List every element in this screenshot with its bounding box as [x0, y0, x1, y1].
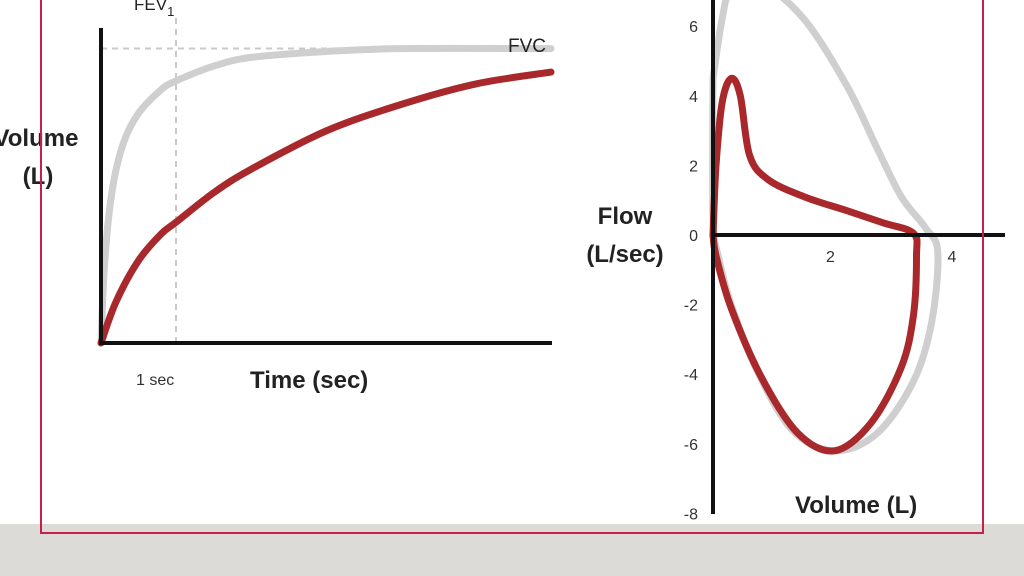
x-tick-label: 4 — [948, 249, 957, 266]
y-tick-label: -6 — [684, 437, 698, 454]
left-series-group — [97, 44, 555, 347]
content-frame-border — [40, 0, 984, 534]
volume-time-chart: FEV1 FVC 1 sec Time (sec) Volume (L) — [0, 0, 555, 394]
right-y-tick-labels: 6 4 2 0 -2 -4 -6 -8 — [684, 19, 698, 523]
y-tick-label: 6 — [689, 19, 698, 36]
y-tick-label: 0 — [689, 228, 698, 245]
y-tick-label: 2 — [689, 158, 698, 175]
right-y-axis-title-line2: (L/sec) — [586, 241, 663, 268]
normal-volume-curve — [97, 44, 555, 347]
right-margin — [1014, 0, 1024, 524]
y-tick-label: -4 — [684, 367, 698, 384]
y-tick-label: 4 — [689, 89, 698, 106]
fvc-label: FVC — [508, 36, 546, 57]
left-x-axis-title: Time (sec) — [250, 367, 368, 394]
fev1-label: FEV1 — [134, 0, 174, 19]
left-y-axis-title-line2: (L) — [23, 163, 54, 190]
y-tick-label: -2 — [684, 298, 698, 315]
left-y-axis-title-line1: Volume — [0, 125, 78, 152]
right-y-axis-title-line1: Flow — [598, 203, 653, 230]
y-tick-label: -8 — [684, 506, 698, 523]
patient-volume-curve — [97, 68, 555, 347]
spirometry-figure: FEV1 FVC 1 sec Time (sec) Volume (L) 642… — [0, 0, 1005, 523]
x-tick-label: 2 — [826, 249, 835, 266]
one-sec-tick-label: 1 sec — [136, 372, 174, 389]
right-x-axis-title: Volume (L) — [795, 492, 917, 519]
